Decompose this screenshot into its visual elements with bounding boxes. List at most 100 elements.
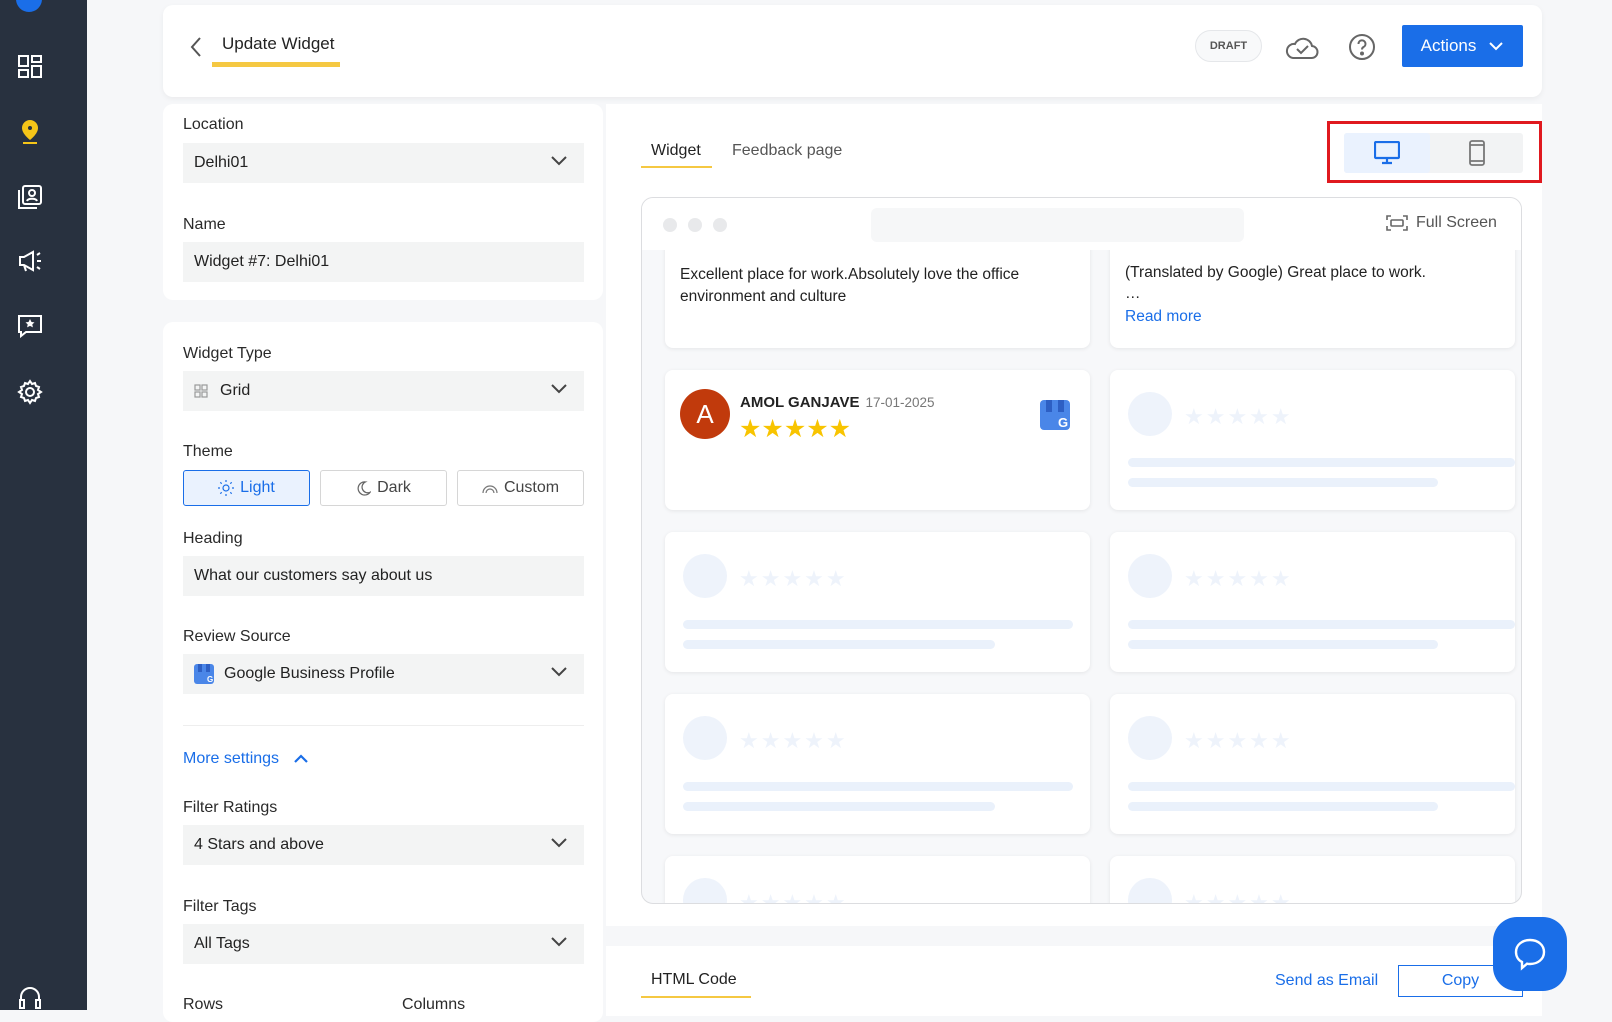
name-label: Name [183,216,226,233]
widget-type-select[interactable]: Grid [183,371,584,411]
chevron-down-icon [551,838,567,848]
chevron-down-icon [551,667,567,677]
more-settings-toggle[interactable]: More settings [183,750,309,768]
skeleton-line [1128,478,1438,487]
location-select[interactable]: Delhi01 [183,143,584,183]
skeleton-stars: ★★★★★ [1184,404,1293,429]
tab-widget[interactable]: Widget [651,142,701,159]
moon-icon [357,480,372,496]
chat-support-button[interactable] [1493,917,1567,991]
review-source-label: Review Source [183,628,291,645]
grid-icon [194,384,208,398]
filter-tags-value: All Tags [194,935,250,952]
preview-panel: Widget Feedback page Full Screen Excelle… [606,104,1542,926]
review-ellipsis: … [1125,285,1141,302]
location-label: Location [183,116,244,133]
theme-custom-button[interactable]: Custom [457,470,584,506]
review-source-select[interactable]: G Google Business Profile [183,654,584,694]
tab-feedback-page[interactable]: Feedback page [732,142,843,159]
mobile-view-button[interactable] [1430,133,1523,173]
heading-input[interactable]: What our customers say about us [183,556,584,596]
chat-icon [1514,938,1546,971]
window-dot [663,218,677,232]
avatar: A [680,389,730,439]
skeleton-line [1128,458,1515,467]
review-star-icon[interactable] [17,313,43,339]
location-value: Delhi01 [194,154,249,171]
review-card: Excellent place for work.Absolutely love… [665,250,1090,348]
contacts-icon[interactable] [17,184,43,210]
review-text: Excellent place for work.Absolutely love… [680,266,1020,305]
skeleton-stars: ★★★★★ [1184,890,1293,904]
reviews-grid: Excellent place for work.Absolutely love… [642,250,1521,904]
widget-type-label: Widget Type [183,345,272,362]
theme-dark-label: Dark [377,479,411,496]
filter-tags-select[interactable]: All Tags [183,924,584,964]
html-code-panel: HTML Code Send as Email Copy [606,946,1542,1016]
fullscreen-icon [1386,215,1408,231]
desktop-icon [1374,141,1400,165]
filter-ratings-value: 4 Stars and above [194,836,324,853]
sidebar [0,0,87,1010]
review-skeleton-card: ★★★★★ [665,532,1090,672]
chevron-down-icon [551,384,567,394]
cloud-saved-icon[interactable] [1285,34,1319,60]
google-business-icon: G [194,664,214,684]
review-card: A AMOL GANJAVE 17-01-2025 ★★★★★ G [665,370,1090,510]
send-email-link[interactable]: Send as Email [1275,972,1379,989]
skeleton-line [683,640,995,649]
tab-html-code[interactable]: HTML Code [651,971,737,988]
theme-dark-button[interactable]: Dark [320,470,447,506]
skeleton-avatar [683,554,727,598]
filter-ratings-label: Filter Ratings [183,799,278,816]
full-screen-button[interactable]: Full Screen [1386,214,1497,232]
html-code-underline [641,996,751,998]
skeleton-stars: ★★★★★ [739,728,848,753]
reviewer-info: AMOL GANJAVE 17-01-2025 [740,394,935,411]
logo-icon[interactable] [16,0,42,12]
review-skeleton-card: ★★★★★ [1110,856,1515,904]
review-date: 17-01-2025 [865,395,935,410]
skeleton-avatar [1128,716,1172,760]
skeleton-line [1128,620,1515,629]
review-source-value: Google Business Profile [224,665,395,682]
help-icon[interactable] [1348,33,1376,61]
device-toggle-highlight [1327,121,1542,183]
actions-label: Actions [1420,36,1477,55]
review-skeleton-card: ★★★★★ [1110,532,1515,672]
gear-icon[interactable] [17,379,43,405]
widget-settings-panel: Widget Type Grid Theme Light Dark Custom… [163,322,603,1022]
desktop-view-button[interactable] [1344,133,1430,173]
svg-text:G: G [1058,415,1068,430]
back-chevron-icon[interactable] [189,36,203,58]
megaphone-icon[interactable] [17,248,43,274]
page-header: Update Widget DRAFT Actions [163,5,1542,97]
status-badge: DRAFT [1195,30,1262,62]
location-pin-icon[interactable] [17,118,43,144]
skeleton-line [1128,640,1438,649]
read-more-link[interactable]: Read more [1125,308,1202,325]
skeleton-stars: ★★★★★ [739,890,848,904]
headset-icon[interactable] [17,984,43,1010]
theme-custom-label: Custom [503,479,560,496]
theme-light-button[interactable]: Light [183,470,310,506]
filter-tags-label: Filter Tags [183,898,257,915]
title-underline [212,62,340,67]
filter-ratings-select[interactable]: 4 Stars and above [183,825,584,865]
rows-label: Rows [183,996,224,1013]
actions-button[interactable]: Actions [1402,25,1523,67]
review-skeleton-card: ★★★★★ [1110,694,1515,834]
skeleton-stars: ★★★★★ [1184,566,1293,591]
rainbow-icon [482,485,498,494]
heading-value: What our customers say about us [194,567,433,584]
theme-label: Theme [183,443,233,460]
name-value: Widget #7: Delhi01 [194,253,330,270]
svg-text:G: G [207,675,213,684]
name-input[interactable]: Widget #7: Delhi01 [183,242,584,282]
page-title: Update Widget [222,34,335,53]
skeleton-avatar [1128,554,1172,598]
dashboard-icon[interactable] [17,54,43,80]
skeleton-avatar [1128,392,1172,436]
review-text: (Translated by Google) Great place to wo… [1125,264,1426,281]
skeleton-line [683,782,1073,791]
